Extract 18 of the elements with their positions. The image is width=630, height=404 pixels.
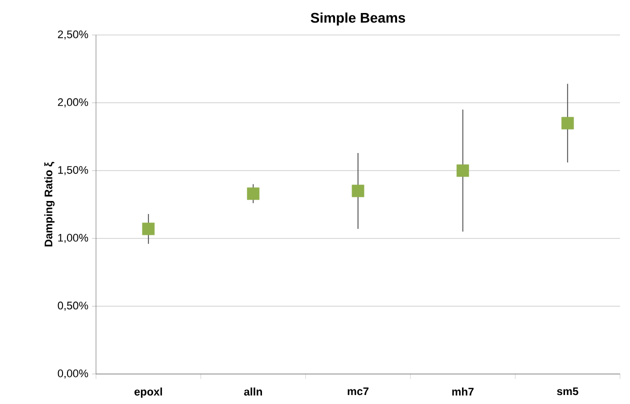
point xyxy=(561,116,574,130)
y-tick-label: 1,50% xyxy=(58,166,88,176)
y-tick-label: 2,50% xyxy=(58,30,88,40)
y-tick-label: 0,50% xyxy=(58,302,88,311)
y-axis-title: Damping Ratio ξ xyxy=(44,162,55,246)
x-tick-label: mc7 xyxy=(348,388,368,396)
point xyxy=(352,184,364,198)
x-tick-label: sm5 xyxy=(557,388,578,396)
y-tick-label: 1,00% xyxy=(58,234,88,243)
y-tick-label: 0,00% xyxy=(58,369,88,379)
x-tick-label: alln xyxy=(244,388,262,396)
x-tick-label: epoxl xyxy=(134,388,162,398)
chart-title: Simple Beams xyxy=(310,12,406,26)
point xyxy=(247,187,260,200)
x-tick-label: mh7 xyxy=(452,388,474,396)
point xyxy=(456,164,470,177)
point xyxy=(142,222,155,236)
y-tick-label: 2,00% xyxy=(58,98,88,108)
